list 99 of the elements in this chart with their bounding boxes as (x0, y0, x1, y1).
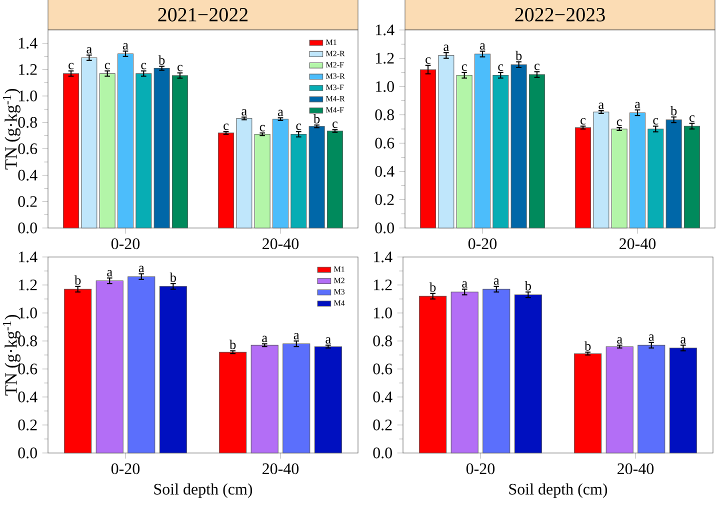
data-label: c (498, 64, 504, 71)
y-tick-label: 1.2 (19, 64, 37, 76)
y-tick-label: 1.2 (376, 52, 394, 64)
data-label: a (262, 336, 268, 342)
y-tick-label: 1.0 (19, 90, 37, 102)
x-tick-label: 0-20 (468, 238, 497, 250)
data-label: c (462, 64, 467, 71)
data-label: c (332, 122, 338, 128)
data-label: a (635, 102, 640, 108)
y-tick-label: 1.0 (19, 308, 37, 318)
y-tick-label: 0.4 (18, 170, 38, 181)
data-label: a (617, 337, 622, 344)
data-label: a (480, 43, 486, 50)
y-tick-label: 0.2 (18, 196, 37, 208)
data-label: c (178, 64, 183, 72)
legend-label: M1 (334, 266, 344, 272)
y-tick-label: 0.6 (375, 138, 394, 149)
data-label: a (123, 43, 128, 50)
y-tick-label: 0.8 (375, 109, 394, 120)
legend-label: M1 (326, 40, 336, 45)
data-label: a (294, 333, 300, 340)
data-label: c (653, 118, 658, 125)
x-tick-label: 0-20 (111, 238, 140, 250)
data-label: a (242, 109, 247, 116)
data-label: a (680, 337, 686, 344)
data-label: b (158, 55, 165, 65)
y-tick-label: 0.2 (375, 194, 394, 206)
data-label: a (86, 47, 92, 54)
data-label: b (430, 282, 436, 292)
data-label: c (224, 124, 229, 130)
y-tick-label: 0.4 (373, 392, 392, 402)
y-tick-label: 0.2 (373, 420, 392, 430)
legend-label: M2-F (326, 62, 344, 68)
y-tick-label: 0.0 (373, 448, 392, 458)
x-tick-label: 20-40 (618, 463, 654, 474)
data-label: c (580, 118, 586, 125)
data-label: b (74, 275, 81, 285)
legend-label: M4-F (326, 107, 344, 113)
y-tick-label: 1.4 (376, 24, 394, 36)
x-tick-label: 20-40 (262, 238, 299, 250)
data-label: a (138, 266, 144, 272)
legend-label: M3 (334, 289, 345, 294)
data-label: b (524, 281, 531, 290)
legend-label: M4-R (326, 96, 345, 102)
data-label: b (584, 341, 591, 351)
legend-label: M3-F (326, 84, 344, 90)
data-label: c (296, 124, 302, 130)
y-tick-label: 1.0 (374, 308, 392, 318)
data-label: a (278, 110, 284, 116)
data-label: c (68, 62, 74, 70)
x-axis-title: Soil depth (cm) (509, 483, 608, 498)
x-tick-label: 20-40 (262, 463, 299, 474)
data-label: a (648, 334, 654, 341)
y-tick-label: 1.4 (19, 252, 38, 262)
data-label: b (670, 106, 677, 116)
y-tick-label: 0.0 (375, 222, 394, 234)
y-tick-label: 0.2 (18, 420, 37, 430)
data-label: c (426, 57, 431, 64)
y-tick-label: 0.6 (373, 364, 392, 374)
data-label: b (515, 50, 522, 60)
legend-label: M2-R (326, 50, 345, 56)
chart-title: 2022−2023 (515, 8, 605, 22)
legend-label: M3-R (326, 73, 345, 79)
y-tick-label: 1.2 (19, 280, 37, 290)
y-tick-label: 0.6 (18, 364, 38, 374)
x-tick-label: 0-20 (111, 463, 140, 474)
data-label: a (326, 337, 331, 344)
legend-label: M2 (334, 278, 344, 284)
y-tick-label: 1.4 (19, 38, 38, 49)
data-label: a (494, 278, 500, 285)
data-label: c (690, 115, 695, 122)
x-tick-label: 20-40 (620, 238, 656, 250)
data-label: a (462, 281, 468, 288)
x-axis-title: Soil depth (cm) (154, 483, 252, 498)
y-tick-label: 0.0 (18, 448, 37, 458)
y-tick-label: 1.2 (374, 280, 392, 290)
data-label: b (230, 340, 236, 350)
data-label: a (107, 270, 112, 276)
y-tick-label: 0.0 (18, 222, 37, 234)
chart-title: 2021−2022 (158, 8, 248, 22)
data-label: c (534, 64, 540, 70)
y-tick-label: 0.8 (18, 116, 37, 128)
data-label: b (313, 114, 320, 124)
data-label: c (104, 62, 110, 70)
y-tick-label: 1.0 (376, 81, 394, 92)
legend-label: M4 (334, 300, 345, 306)
y-tick-label: 1.4 (374, 252, 392, 262)
data-label: a (598, 102, 604, 110)
data-label: c (260, 124, 265, 132)
y-tick-label: 0.8 (373, 336, 392, 346)
data-label: c (616, 120, 622, 126)
y-tick-label: 0.4 (375, 166, 394, 177)
data-label: c (141, 62, 146, 70)
data-label: a (444, 44, 449, 52)
y-tick-label: 0.6 (18, 143, 38, 154)
y-tick-label: 0.4 (18, 392, 38, 402)
x-tick-label: 0-20 (466, 463, 495, 474)
data-label: b (170, 272, 176, 282)
y-tick-label: 0.8 (18, 336, 37, 346)
